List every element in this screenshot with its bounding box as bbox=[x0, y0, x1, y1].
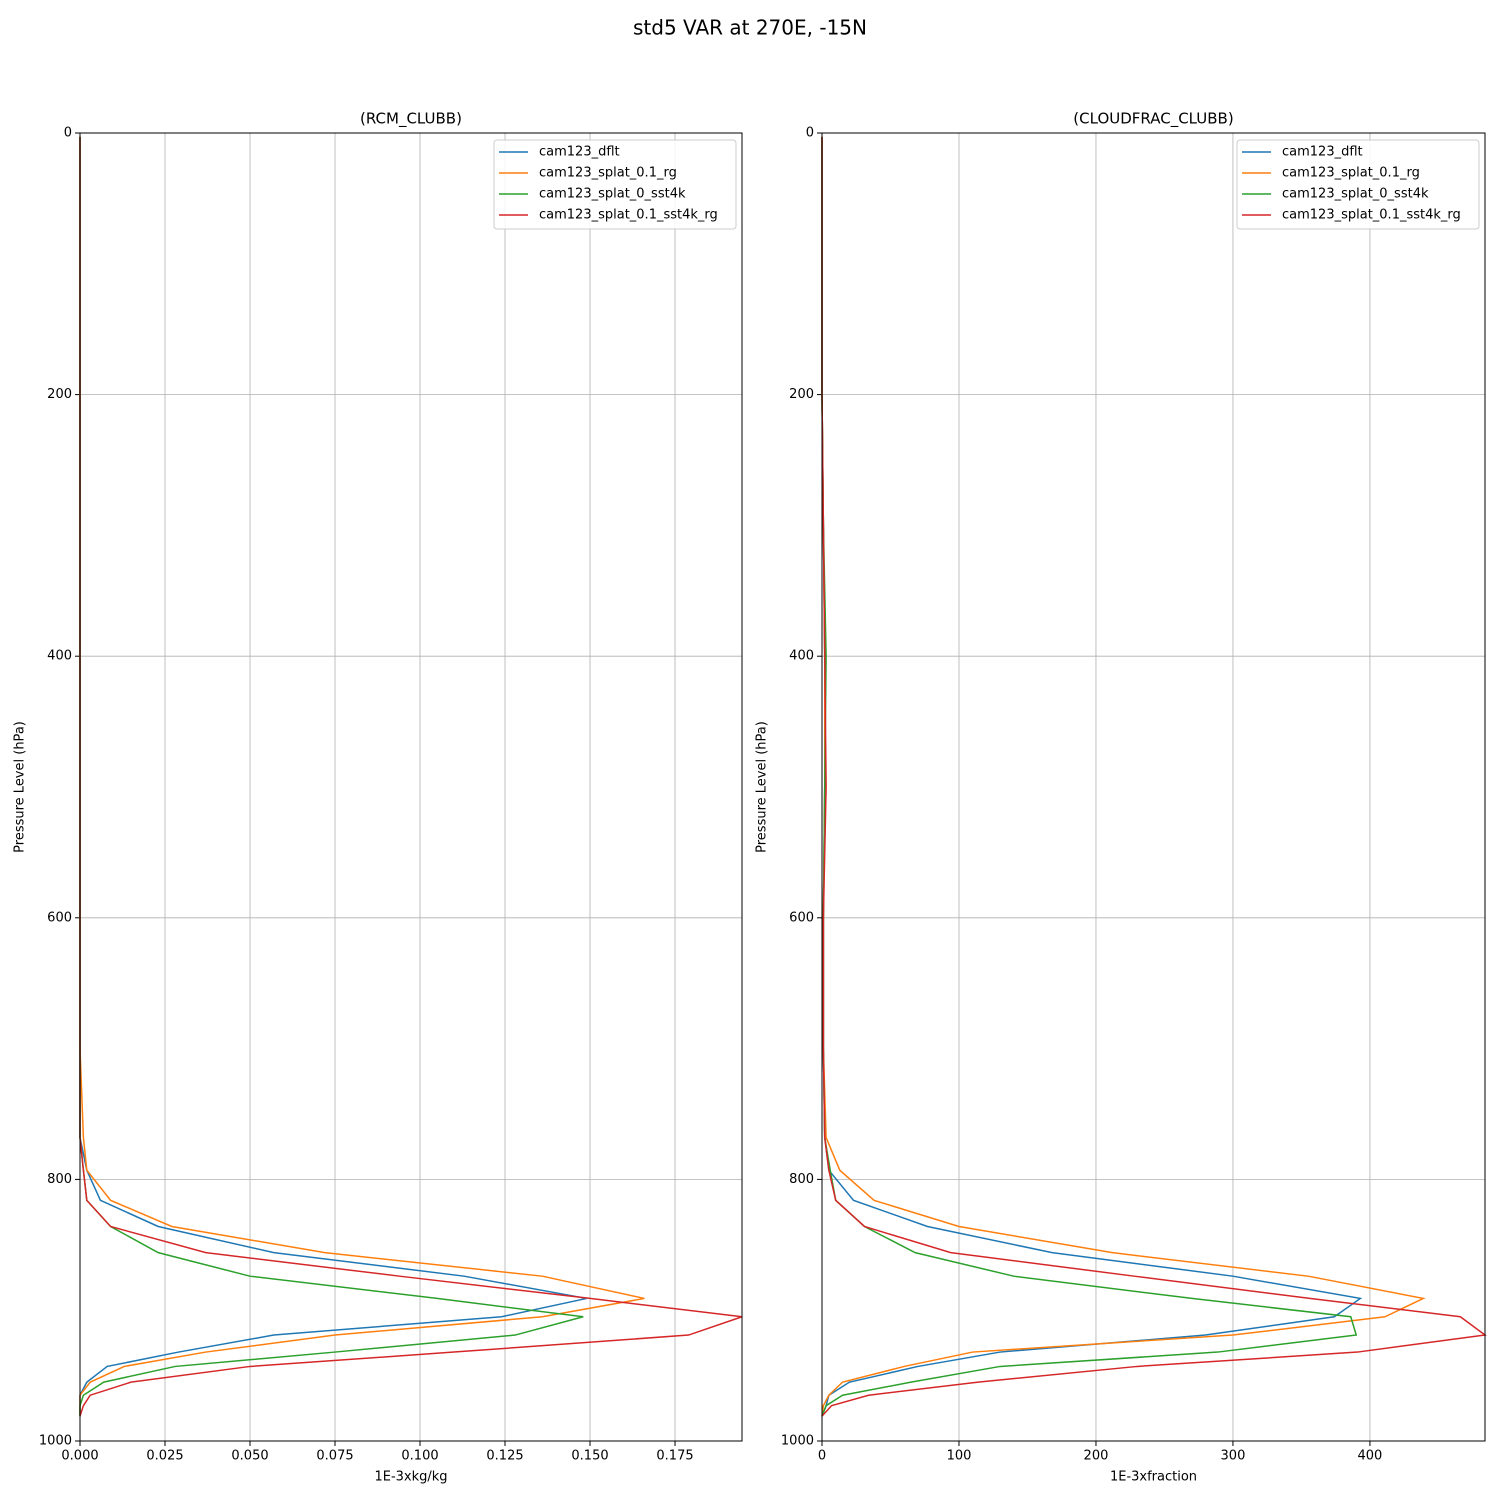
y-axis-label: Pressure Level (hPa) bbox=[755, 721, 770, 853]
legend-label: cam123_splat_0.1_sst4k_rg bbox=[539, 208, 718, 223]
y-tick-label: 1000 bbox=[781, 1434, 814, 1449]
plot-frame bbox=[79, 132, 743, 1442]
legend-label: cam123_splat_0_sst4k bbox=[539, 187, 686, 202]
x-tick-label: 0.025 bbox=[146, 1449, 183, 1464]
x-tick-label: 0.000 bbox=[61, 1449, 98, 1464]
legend-label: cam123_splat_0.1_rg bbox=[539, 166, 677, 181]
x-tick-label: 0.150 bbox=[571, 1449, 608, 1464]
figure-title: std5 VAR at 270E, -15N bbox=[633, 16, 867, 40]
legend-box bbox=[493, 139, 737, 230]
y-tick-label: 400 bbox=[47, 649, 72, 664]
x-tick-label: 0.075 bbox=[316, 1449, 353, 1464]
x-axis-label: 1E-3xkg/kg bbox=[374, 1470, 447, 1485]
legend-label: cam123_splat_0.1_sst4k_rg bbox=[1282, 208, 1461, 223]
y-tick-label: 600 bbox=[47, 910, 72, 925]
plot-frame bbox=[821, 132, 1486, 1442]
x-tick-label: 0 bbox=[818, 1449, 826, 1464]
plot-title: (RCM_CLUBB) bbox=[360, 110, 462, 129]
legend-box bbox=[1236, 139, 1480, 230]
legend-label: cam123_splat_0_sst4k bbox=[1282, 187, 1429, 202]
y-tick-label: 0 bbox=[806, 126, 814, 141]
y-tick-label: 1000 bbox=[39, 1434, 72, 1449]
x-tick-label: 0.100 bbox=[401, 1449, 438, 1464]
y-tick-label: 0 bbox=[64, 126, 72, 141]
x-tick-label: 0.125 bbox=[486, 1449, 523, 1464]
legend-label: cam123_dflt bbox=[539, 145, 620, 160]
y-tick-label: 800 bbox=[47, 1172, 72, 1187]
legend-label: cam123_splat_0.1_rg bbox=[1282, 166, 1420, 181]
y-tick-label: 600 bbox=[789, 910, 814, 925]
y-tick-label: 800 bbox=[789, 1172, 814, 1187]
x-tick-label: 100 bbox=[947, 1449, 972, 1464]
legend-label: cam123_dflt bbox=[1282, 145, 1363, 160]
x-tick-label: 0.050 bbox=[231, 1449, 268, 1464]
x-tick-label: 200 bbox=[1084, 1449, 1109, 1464]
y-tick-label: 200 bbox=[47, 387, 72, 402]
x-tick-label: 300 bbox=[1221, 1449, 1246, 1464]
x-tick-label: 400 bbox=[1358, 1449, 1383, 1464]
x-axis-label: 1E-3xfraction bbox=[1110, 1470, 1197, 1485]
series-line bbox=[821, 136, 1487, 1417]
y-axis-label: Pressure Level (hPa) bbox=[13, 721, 28, 853]
x-tick-label: 0.175 bbox=[656, 1449, 693, 1464]
y-tick-label: 200 bbox=[789, 387, 814, 402]
y-tick-label: 400 bbox=[789, 649, 814, 664]
plot-title: (CLOUDFRAC_CLUBB) bbox=[1073, 110, 1233, 129]
